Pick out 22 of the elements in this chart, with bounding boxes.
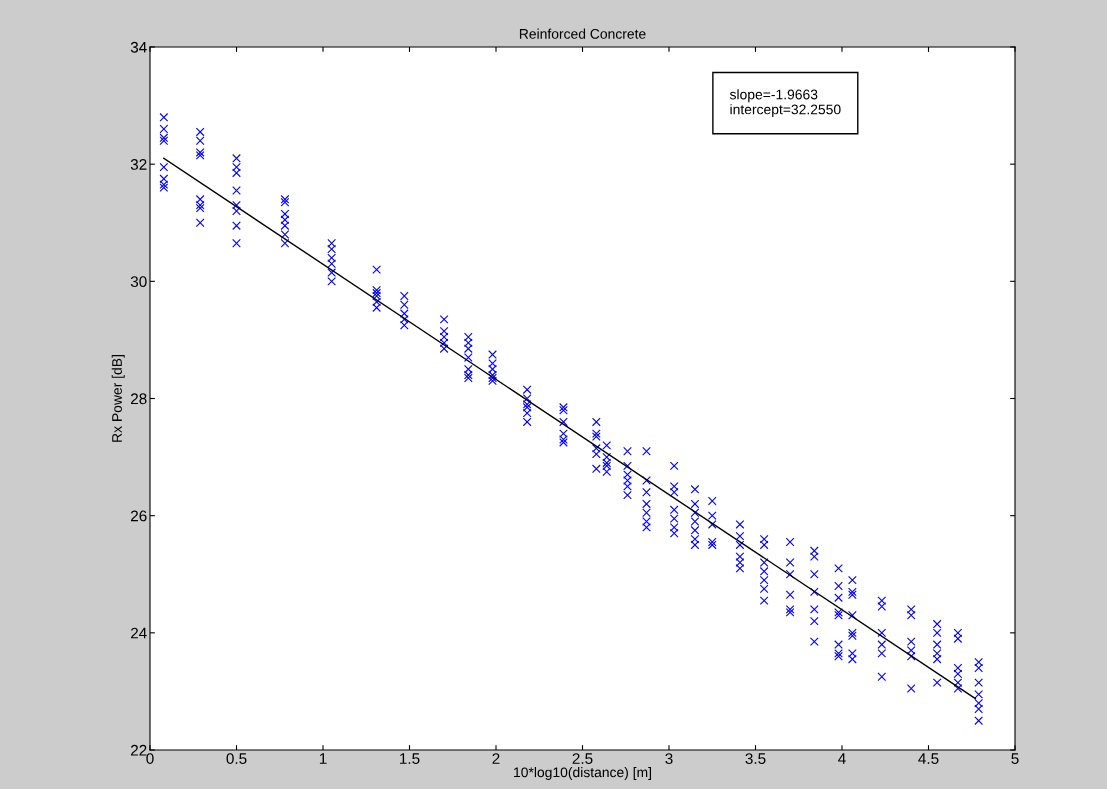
chart-title: Reinforced Concrete — [519, 28, 646, 39]
y-axis-title: Rx Power [dB] — [111, 355, 125, 442]
x-axis-title: 10*log10(distance) [m] — [514, 767, 651, 780]
y-tick-label: 28 — [131, 393, 147, 405]
x-tick-label: 1.5 — [400, 753, 420, 764]
y-tick-label: 34 — [130, 41, 147, 53]
y-tick-label: 22 — [131, 744, 147, 756]
x-tick-label: 0 — [146, 753, 154, 764]
x-tick-label: 4 — [838, 753, 846, 764]
x-tick-label: 2 — [492, 753, 500, 764]
annotation: slope=-1.9663 intercept=32.2550 — [729, 89, 841, 118]
x-tick-label: 2.5 — [572, 753, 593, 764]
x-tick-label: 3 — [665, 753, 673, 764]
y-tick-label: 24 — [131, 627, 147, 639]
x-tick-label: 3.5 — [745, 753, 766, 764]
x-tick-label: 1 — [319, 753, 327, 764]
x-tick-label: 0.5 — [226, 753, 247, 764]
x-tick-label: 5 — [1011, 753, 1019, 764]
y-tick-label: 30 — [130, 276, 147, 288]
y-tick-label: 26 — [131, 510, 147, 522]
y-tick-label: 32 — [130, 159, 147, 170]
x-tick-label: 4.5 — [918, 753, 939, 764]
